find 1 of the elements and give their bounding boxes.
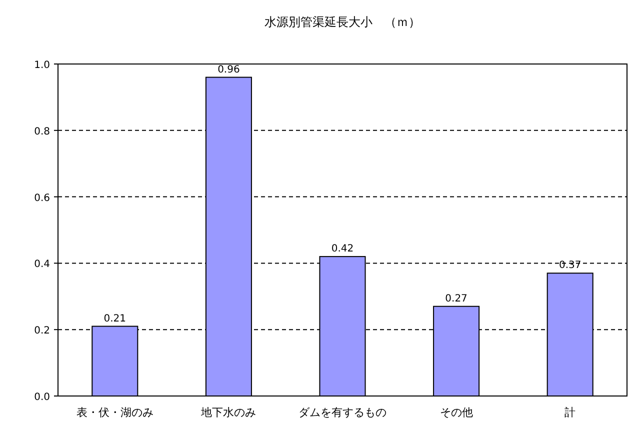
title: 水源別管渠延長大小 （ｍ） xyxy=(264,15,420,29)
